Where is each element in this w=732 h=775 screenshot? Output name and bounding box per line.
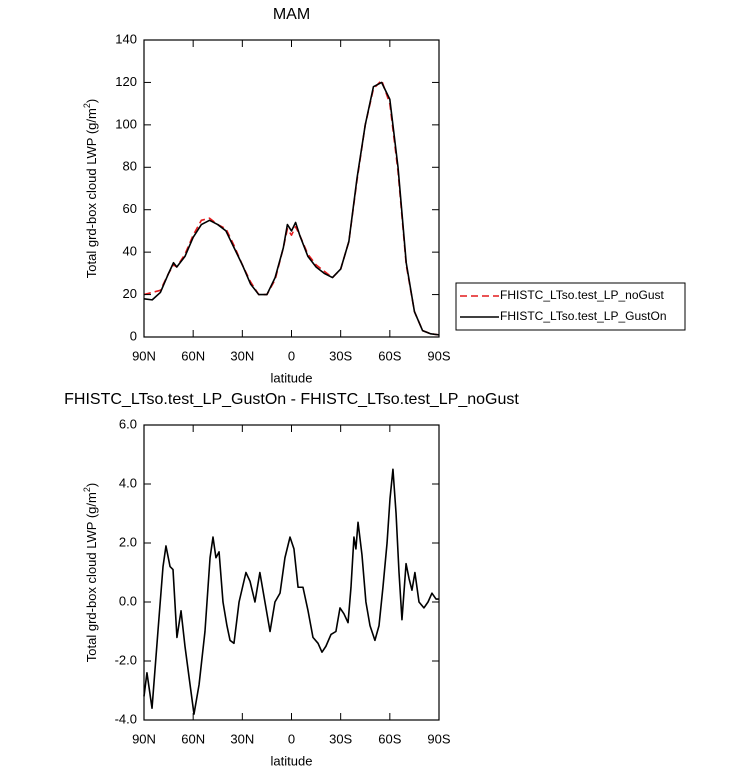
y-tick-label: 6.0 — [119, 416, 137, 431]
x-axis-label: latitude — [271, 370, 313, 385]
series-line — [143, 81, 440, 336]
y-tick-label: -4.0 — [115, 711, 137, 726]
legend-label: FHISTC_LTso.test_LP_GustOn — [500, 309, 667, 323]
x-tick-label: 30S — [329, 731, 352, 746]
x-tick-label: 60N — [181, 348, 205, 363]
y-tick-label: 80 — [123, 159, 137, 174]
y-tick-label: 140 — [115, 31, 137, 46]
y-tick-label: 100 — [115, 116, 137, 131]
x-tick-label: 30N — [230, 348, 254, 363]
x-tick-label: 90N — [132, 348, 156, 363]
chart-title: MAM — [273, 6, 310, 23]
x-tick-label: 30N — [230, 731, 254, 746]
x-axis-label: latitude — [271, 753, 313, 768]
x-tick-label: 90S — [427, 731, 450, 746]
x-tick-label: 60N — [181, 731, 205, 746]
legend-box — [455, 282, 686, 331]
y-tick-label: 4.0 — [119, 475, 137, 490]
y-tick-label: 120 — [115, 74, 137, 89]
y-tick-label: 0.0 — [119, 593, 137, 608]
y-axis-label-text: Total grd-box cloud LWP (g/m — [84, 492, 99, 662]
y-axis-label: Total grd-box cloud LWP (g/m2) — [82, 483, 99, 662]
y-tick-label: 60 — [123, 201, 137, 216]
y-tick-label: -2.0 — [115, 652, 137, 667]
x-tick-label: 0 — [288, 731, 295, 746]
y-axis-label-sup: 2 — [82, 487, 92, 492]
x-tick-label: 60S — [378, 731, 401, 746]
series-line — [143, 79, 440, 336]
y-axis-label-end: ) — [84, 99, 99, 103]
series-line — [143, 468, 439, 715]
y-axis-label-text: Total grd-box cloud LWP (g/m — [84, 108, 99, 278]
y-axis-label-end: ) — [84, 483, 99, 487]
y-tick-label: 0 — [130, 328, 137, 343]
x-tick-label: 90N — [132, 731, 156, 746]
y-axis-label-sup: 2 — [82, 103, 92, 108]
chart-title: FHISTC_LTso.test_LP_GustOn - FHISTC_LTso… — [64, 391, 519, 408]
y-tick-label: 20 — [123, 286, 137, 301]
x-tick-label: 30S — [329, 348, 352, 363]
x-tick-label: 60S — [378, 348, 401, 363]
y-axis-label: Total grd-box cloud LWP (g/m2) — [82, 99, 99, 278]
plot-frame — [143, 39, 440, 338]
x-tick-label: 90S — [427, 348, 450, 363]
legend-label: FHISTC_LTso.test_LP_noGust — [500, 288, 665, 302]
y-tick-label: 2.0 — [119, 534, 137, 549]
x-tick-label: 0 — [288, 348, 295, 363]
y-tick-label: 40 — [123, 244, 137, 259]
